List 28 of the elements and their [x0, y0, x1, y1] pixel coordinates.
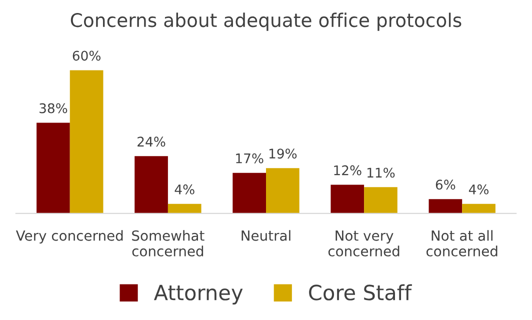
legend-label: Core Staff	[309, 284, 412, 300]
data-label: 24%	[138, 136, 166, 147]
data-label: 17%	[236, 153, 264, 164]
data-label: 11%	[368, 168, 395, 178]
chart-title: Concerns about adequate office protocols	[70, 12, 462, 31]
data-label: 60%	[72, 50, 100, 61]
bar	[168, 204, 202, 214]
bar	[232, 172, 266, 214]
data-label: 4%	[468, 184, 489, 194]
bar	[134, 156, 168, 214]
x-tick-label: Not very concerned	[328, 230, 400, 256]
bar	[70, 70, 104, 214]
data-label: 12%	[334, 165, 362, 176]
bar	[36, 122, 70, 214]
x-tick-label: Not at all concerned	[426, 230, 498, 256]
bar	[428, 199, 462, 214]
data-label: 38%	[40, 103, 68, 114]
bar	[364, 187, 398, 214]
bar	[266, 168, 300, 214]
legend-label: Attorney	[154, 284, 243, 304]
data-label: 4%	[174, 184, 194, 194]
x-tick-label: Very concerned	[16, 230, 123, 244]
bar	[462, 204, 496, 214]
x-tick-label: Neutral	[242, 230, 290, 241]
data-label: 19%	[269, 148, 297, 159]
data-label: 6%	[436, 180, 456, 190]
x-tick-label: Somewhat concerned	[132, 230, 204, 256]
bar	[330, 184, 364, 214]
